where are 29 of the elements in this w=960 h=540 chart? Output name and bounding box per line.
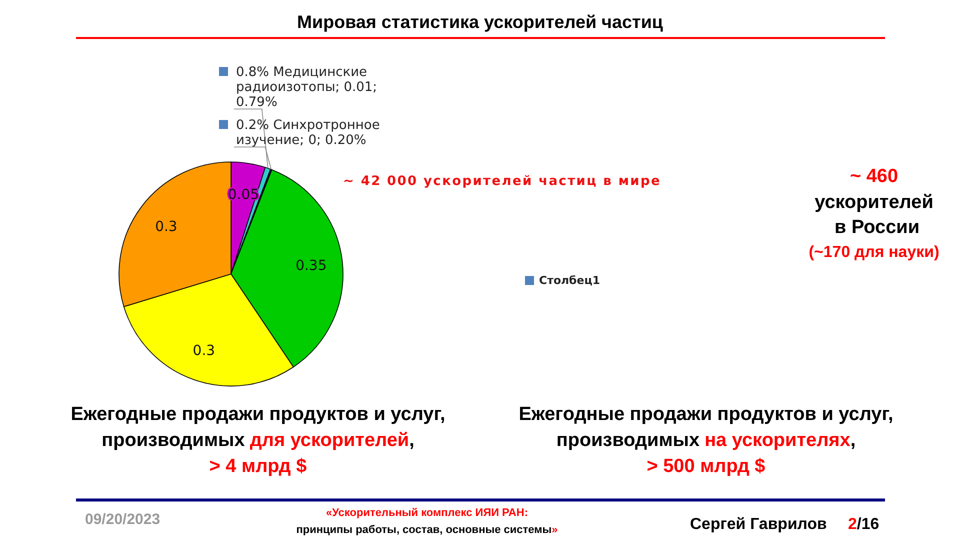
chart-title: Мировая статистика ускорителей частиц [297, 12, 663, 32]
data-label: 0.3 [155, 218, 178, 235]
text: (~170 для науки) [808, 244, 940, 261]
text: » [552, 524, 558, 536]
text: на ускорителях [704, 430, 851, 451]
text: , [850, 430, 856, 451]
text: ускорителей [814, 192, 934, 213]
text: 2 [848, 516, 857, 533]
text: в России [834, 217, 920, 238]
text: производимых [102, 430, 246, 451]
text: Ежегодные продажи продуктов и услуг, [518, 404, 894, 425]
text: ~ 460 [850, 166, 898, 187]
text: , [409, 430, 414, 451]
text: производимых [556, 430, 700, 451]
text: ~ 42 000 ускорителей частиц в мире [343, 174, 661, 189]
text: Ежегодные продажи продуктов и услуг, [70, 404, 446, 425]
text: принципы работы, состав, основные системы [296, 524, 552, 536]
text: > 500 млрд $ [646, 456, 766, 477]
text: > 4 млрд $ [209, 456, 308, 477]
text: /16 [856, 516, 880, 533]
slice-label: 0.8% Медицинские радиоизотопы; 0.01; 0.79% [236, 65, 378, 110]
slice-label: Столбец1 [539, 274, 600, 287]
slice-label: 0.2% Синхротронное изучение; 0; 0.20% [236, 118, 380, 148]
data-label: 0.3 [192, 342, 216, 359]
text: «Ускорительный комплекс ИЯИ РАН: [326, 507, 528, 519]
text: Сергей Гаврилов [690, 516, 827, 533]
data-label: 0.35 [296, 258, 327, 274]
text: для ускорителей [250, 430, 410, 451]
text: 09/20/2023 [85, 511, 160, 528]
